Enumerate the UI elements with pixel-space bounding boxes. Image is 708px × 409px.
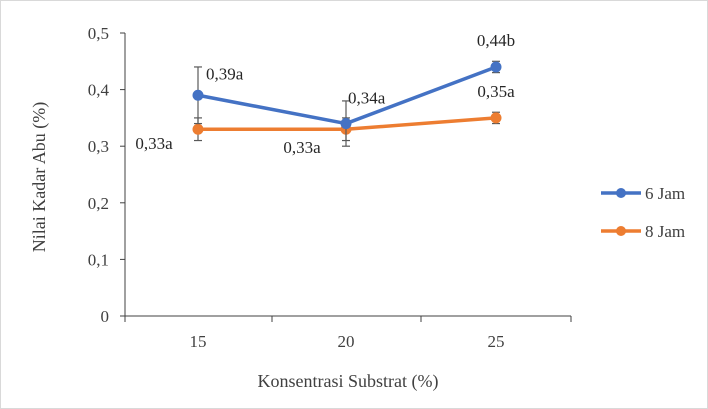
data-label: 0,33a bbox=[283, 138, 321, 157]
x-axis-title: Konsentrasi Substrat (%) bbox=[258, 371, 439, 392]
series-layer bbox=[192, 60, 502, 147]
legend-swatch-marker bbox=[616, 226, 626, 236]
legend-label: 8 Jam bbox=[645, 222, 685, 241]
x-tick-label: 20 bbox=[338, 332, 355, 351]
y-tick-label: 0,3 bbox=[88, 137, 109, 156]
data-label: 0,33a bbox=[135, 134, 173, 153]
y-axis: 0 0,1 0,2 0,3 0,4 0,5 bbox=[88, 24, 126, 326]
legend-swatch-marker bbox=[616, 188, 626, 198]
data-label: 0,44b bbox=[477, 31, 515, 50]
y-tick-label: 0,2 bbox=[88, 194, 109, 213]
x-axis: 15 20 25 bbox=[124, 315, 572, 351]
legend-label: 6 Jam bbox=[645, 184, 685, 203]
data-point bbox=[490, 61, 502, 73]
legend: 6 Jam 8 Jam bbox=[601, 184, 685, 241]
data-label: 0,35a bbox=[477, 82, 515, 101]
data-point bbox=[340, 118, 352, 130]
data-point bbox=[192, 123, 204, 135]
y-tick-label: 0,5 bbox=[88, 24, 109, 43]
y-tick-label: 0,1 bbox=[88, 250, 109, 269]
x-tick-label: 25 bbox=[488, 332, 505, 351]
data-point bbox=[192, 89, 204, 101]
x-tick-label: 15 bbox=[190, 332, 207, 351]
y-tick-label: 0,4 bbox=[88, 81, 110, 100]
data-label: 0,39a bbox=[206, 64, 244, 83]
data-labels: 0,39a 0,34a 0,44b 0,33a 0,33a 0,35a bbox=[135, 31, 515, 157]
y-tick-label: 0 bbox=[101, 307, 110, 326]
y-axis-title: Nilai Kadar Abu (%) bbox=[29, 102, 50, 252]
data-label: 0,34a bbox=[348, 89, 386, 108]
data-point bbox=[490, 112, 502, 124]
